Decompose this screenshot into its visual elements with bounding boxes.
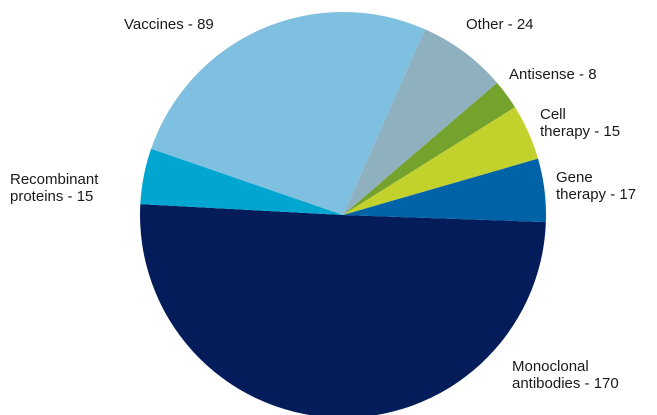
pie-slice-3 <box>343 29 498 216</box>
pie-slice-5 <box>343 107 539 215</box>
slice-label-5: Cell therapy - 15 <box>540 106 620 140</box>
pie-slice-6 <box>343 158 547 223</box>
slice-label-line: Antisense - 8 <box>509 66 597 83</box>
slice-label-line: antibodies - 170 <box>512 375 619 392</box>
slice-label-line: Vaccines - 89 <box>124 16 214 33</box>
slice-label-0: Monoclonal antibodies - 170 <box>512 358 619 392</box>
pie-slice-1 <box>140 148 343 215</box>
slice-label-line: Cell <box>540 106 566 123</box>
slice-label-1: Recombinant proteins - 15 <box>10 171 99 205</box>
slice-label-line: therapy - 15 <box>540 123 620 140</box>
pie-labels: Monoclonal antibodies - 170 Recombinant pro… <box>10 16 636 392</box>
slice-label-line: therapy - 17 <box>556 186 636 203</box>
slice-label-line: Monoclonal <box>512 358 589 375</box>
pie-slices <box>140 11 547 415</box>
slice-label-2: Vaccines - 89 <box>124 16 214 33</box>
slice-label-line: Gene <box>556 169 593 186</box>
slice-label-line: Recombinant <box>10 171 99 188</box>
slice-label-line: Other - 24 <box>466 16 534 33</box>
pie-slice-0 <box>140 204 546 415</box>
slice-label-3: Other - 24 <box>466 16 534 33</box>
pie-slice-2 <box>151 11 426 216</box>
pie-slice-4 <box>343 82 515 215</box>
slice-label-4: Antisense - 8 <box>509 66 597 83</box>
slice-label-6: Gene therapy - 17 <box>556 169 636 203</box>
slice-label-line: proteins - 15 <box>10 188 93 205</box>
